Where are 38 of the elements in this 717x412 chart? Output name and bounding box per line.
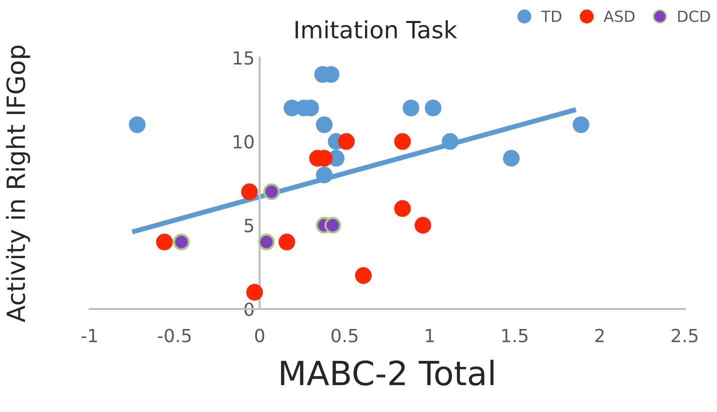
point xyxy=(316,116,333,134)
chart-title: Imitation Task xyxy=(296,20,458,39)
point xyxy=(173,234,190,250)
x-axis-title: MABC-2 Total xyxy=(281,360,494,386)
legend-label: DCD xyxy=(678,10,710,22)
point xyxy=(394,133,411,150)
point xyxy=(156,234,173,250)
point xyxy=(424,100,442,116)
x-tick-label: 0.5 xyxy=(332,328,358,342)
point xyxy=(258,234,275,250)
x-tick-label: 0 xyxy=(255,328,264,342)
y-axis-title: Activity in Right IFGop xyxy=(6,46,30,322)
point xyxy=(128,116,146,134)
point xyxy=(278,234,296,250)
point xyxy=(394,200,411,217)
point xyxy=(502,150,520,167)
y-tick-label: 15 xyxy=(234,51,254,65)
point xyxy=(572,116,590,134)
point xyxy=(402,100,420,116)
y-tick-label: 5 xyxy=(244,218,254,232)
x-tick-label: -1 xyxy=(82,329,97,342)
point xyxy=(316,166,333,184)
legend-label: TD xyxy=(541,10,562,22)
x-tick-label: 1.5 xyxy=(502,329,528,342)
point xyxy=(414,216,432,234)
point xyxy=(241,183,258,200)
point xyxy=(324,216,342,234)
x-tick-label: 2 xyxy=(595,328,604,342)
point xyxy=(246,284,263,301)
legend-label: ASD xyxy=(604,10,635,22)
point xyxy=(338,133,355,150)
point xyxy=(442,133,458,150)
x-tick-label: -0.5 xyxy=(158,328,191,342)
y-tick-label: 10 xyxy=(234,134,254,149)
x-tick-label: 1 xyxy=(426,329,434,342)
point xyxy=(355,267,372,284)
x-tick-label: 2.5 xyxy=(672,328,698,342)
point xyxy=(263,183,280,200)
